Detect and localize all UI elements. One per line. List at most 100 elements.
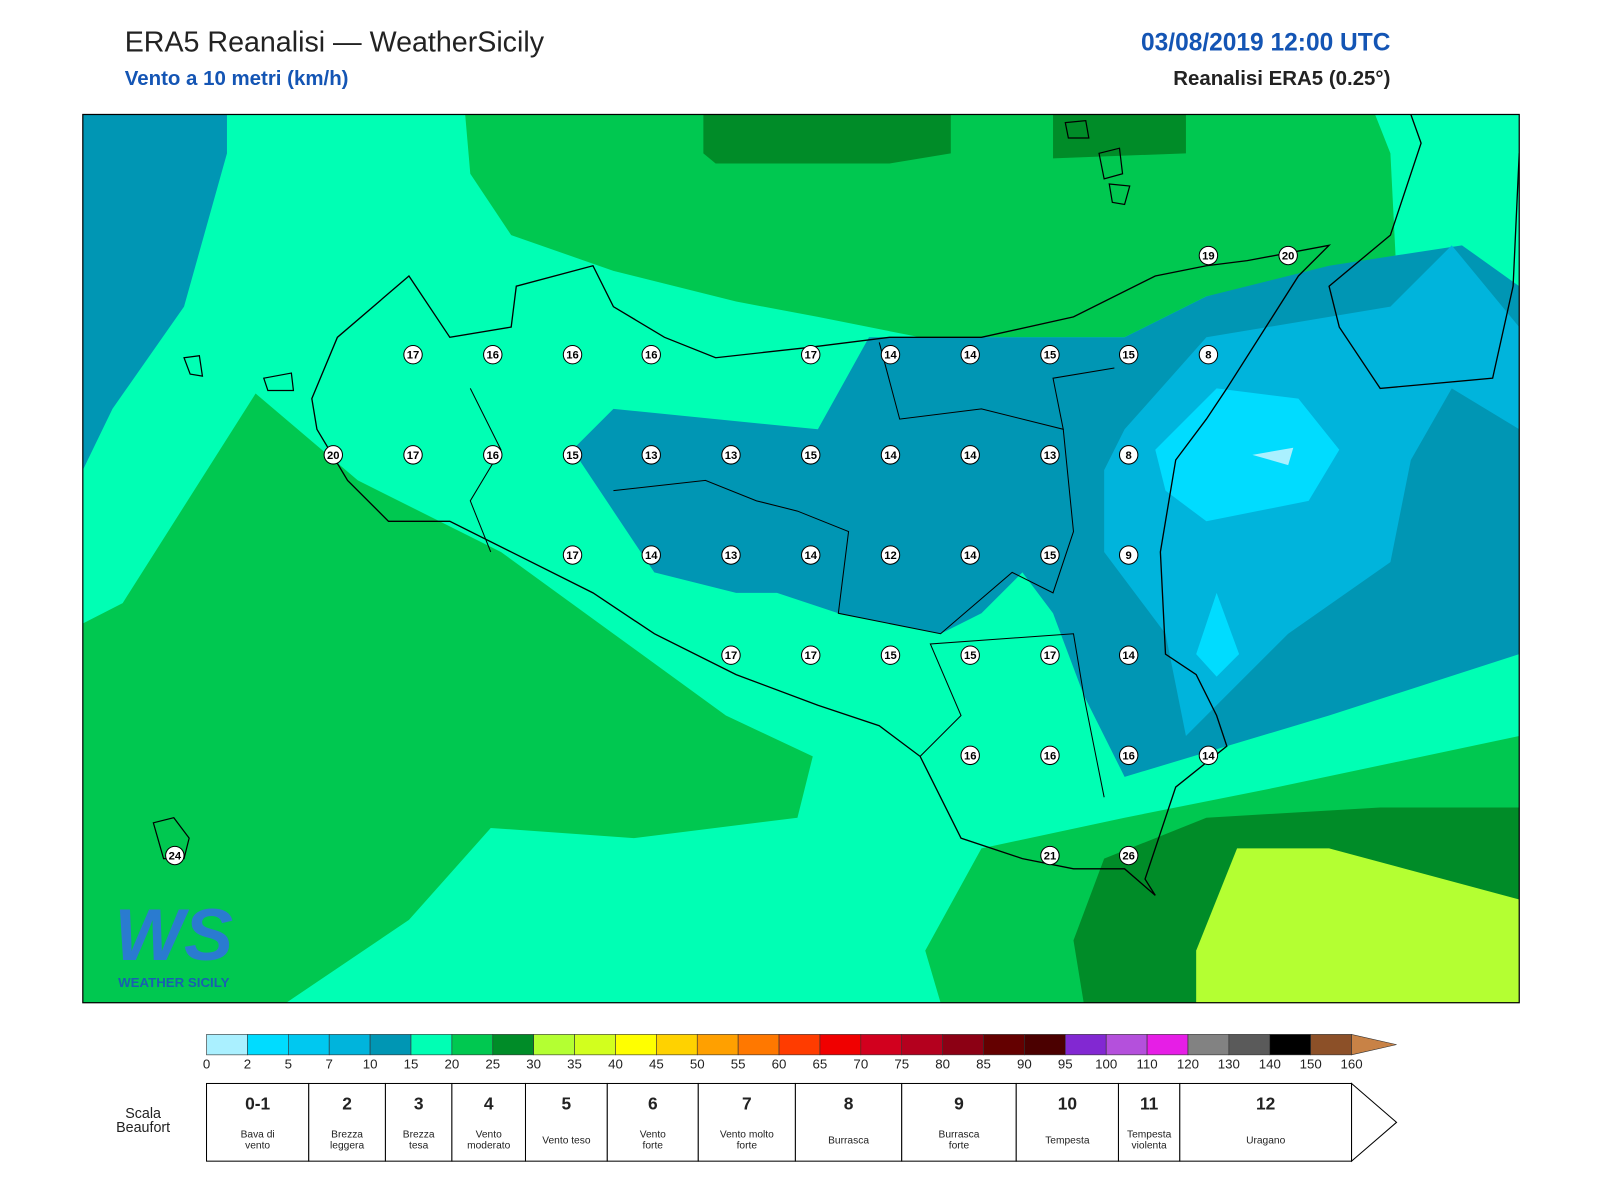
station-value: 13	[725, 450, 738, 462]
beaufort-cell	[524, 1082, 608, 1162]
colorbar-tick-label: 40	[608, 1057, 623, 1072]
colorbar-tick-label: 0	[203, 1057, 210, 1072]
colorbar-tick-label: 85	[976, 1057, 991, 1072]
colorbar-tick-label: 15	[404, 1057, 419, 1072]
island	[1064, 119, 1090, 139]
color-swatch	[983, 1034, 1025, 1056]
field	[1252, 447, 1294, 466]
color-swatch	[860, 1034, 903, 1056]
station-marker	[403, 445, 423, 465]
station-marker	[641, 545, 661, 565]
island	[183, 355, 204, 377]
color-swatch	[247, 1034, 289, 1056]
island	[152, 817, 190, 860]
station-marker	[1198, 344, 1219, 365]
station-marker	[1040, 845, 1060, 866]
colorbar-tick-label: 80	[935, 1057, 950, 1072]
color-swatch	[1024, 1034, 1066, 1056]
station-marker	[323, 445, 344, 465]
color-swatch	[206, 1034, 248, 1056]
station-marker	[1118, 645, 1139, 665]
beaufort-number: 10	[1058, 1094, 1077, 1114]
field	[82, 393, 813, 1003]
colorbar-tick-label: 5	[285, 1057, 292, 1072]
island	[1108, 183, 1131, 206]
field	[1196, 848, 1520, 1003]
beaufort-number: 3	[414, 1094, 424, 1114]
station-marker	[483, 445, 503, 465]
color-swatch	[288, 1034, 330, 1056]
field	[703, 114, 951, 164]
station-value: 14	[804, 550, 817, 562]
coastline	[1328, 114, 1520, 390]
title: ERA5 Reanalisi — WeatherSicily	[125, 27, 545, 59]
station-marker	[801, 344, 821, 365]
color-swatch	[615, 1034, 657, 1056]
beaufort-desc: Burrasca	[828, 1135, 869, 1146]
beaufort-desc: forte	[949, 1141, 970, 1152]
station-value: 14	[964, 550, 977, 562]
beaufort-arrow	[1351, 1082, 1398, 1163]
station-value: 15	[1122, 350, 1135, 362]
colorbar-tick-label: 35	[567, 1057, 582, 1072]
beaufort-label: Beaufort	[116, 1120, 170, 1136]
beaufort-number: 8	[844, 1094, 854, 1114]
station-value: 26	[1122, 851, 1135, 863]
station-value: 15	[964, 650, 977, 662]
station-value: 9	[1126, 550, 1132, 562]
beaufort-cell	[606, 1082, 699, 1162]
colorbar-tick-label: 130	[1218, 1057, 1240, 1072]
beaufort-desc: Bava di	[241, 1129, 275, 1140]
station-value: 14	[645, 550, 658, 562]
station-marker	[1040, 745, 1060, 766]
station-value: 16	[1044, 750, 1057, 762]
colorbar-tick-label: 10	[363, 1057, 378, 1072]
station-marker	[960, 344, 980, 365]
field	[82, 114, 227, 471]
colorbar-tick-label: 70	[853, 1057, 868, 1072]
colorbar-tick-label: 110	[1137, 1057, 1158, 1072]
station-marker	[1040, 344, 1060, 365]
beaufort-cell	[1117, 1082, 1181, 1162]
beaufort-desc: Brezza	[331, 1129, 363, 1140]
map-frame	[82, 113, 1520, 1004]
beaufort-cell	[1179, 1082, 1353, 1162]
station-marker	[1040, 445, 1060, 465]
beaufort-cell	[697, 1082, 796, 1162]
stations: 17 16 16 16 17 14 14 15 15 8 19 20 20 17 16 15 13 13 15 14 1…	[165, 245, 1298, 866]
station-marker	[1118, 545, 1139, 565]
colorbar-tick-label: 50	[690, 1057, 705, 1072]
station-value: 16	[964, 750, 977, 762]
colorbar-tick-label: 140	[1259, 1057, 1281, 1072]
station-value: 15	[566, 450, 579, 462]
beaufort-desc: vento	[245, 1141, 270, 1152]
station-value: 14	[884, 350, 897, 362]
color-swatch	[901, 1034, 943, 1056]
beaufort-number: 11	[1140, 1094, 1159, 1114]
station-marker	[1118, 745, 1139, 766]
station-value: 16	[645, 350, 658, 362]
station-value: 15	[1044, 550, 1057, 562]
color-swatch	[1105, 1034, 1148, 1056]
color-swatch	[1228, 1034, 1271, 1056]
beaufort-cell	[206, 1082, 310, 1162]
color-swatch	[1269, 1034, 1311, 1056]
color-swatch	[696, 1034, 739, 1056]
border	[469, 388, 502, 553]
subtitle: Vento a 10 metri (km/h)	[125, 67, 349, 90]
station-marker	[880, 445, 901, 465]
datetime: 03/08/2019 12:00 UTC	[1141, 29, 1391, 56]
station-value: 16	[487, 450, 500, 462]
station-value: 16	[487, 350, 500, 362]
station-marker	[801, 445, 821, 465]
beaufort-desc: forte	[643, 1141, 664, 1152]
station-value: 14	[964, 350, 977, 362]
station-value: 8	[1205, 350, 1211, 362]
station-value: 21	[1044, 851, 1057, 863]
island	[1098, 147, 1124, 180]
colorbar-tick-label: 20	[445, 1057, 460, 1072]
station-marker	[562, 545, 583, 565]
color-swatch	[1064, 1034, 1107, 1056]
colorbar-tick-label: 90	[1017, 1057, 1032, 1072]
